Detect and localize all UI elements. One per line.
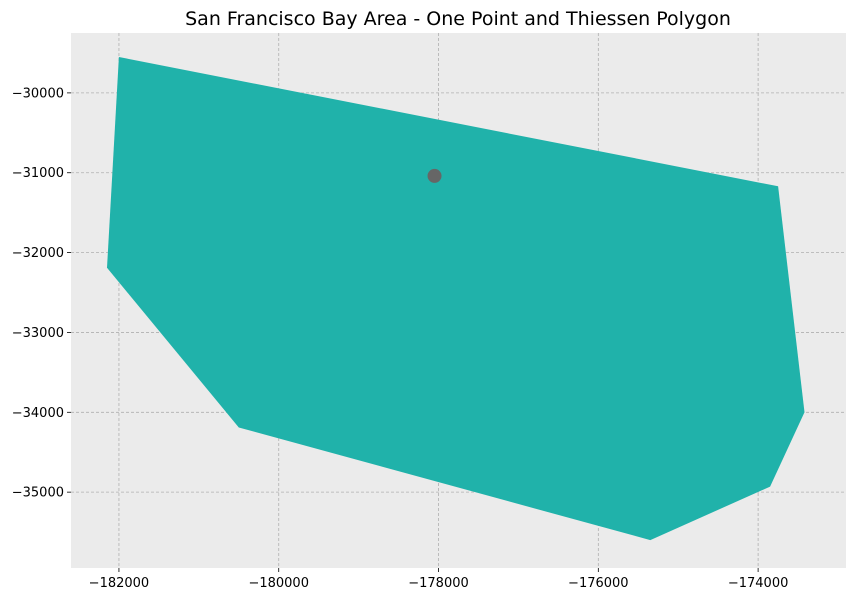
data-point (427, 168, 442, 183)
chart-title: San Francisco Bay Area - One Point and T… (185, 8, 731, 30)
x-tick-label: −176000 (568, 576, 629, 591)
x-tick-label: −178000 (408, 576, 469, 591)
x-tick-label: −180000 (248, 576, 309, 591)
x-tick-label: −182000 (89, 576, 150, 591)
y-tick-label: −31000 (12, 166, 64, 181)
x-tick-label: −174000 (728, 576, 789, 591)
data-layer (107, 57, 805, 541)
y-tick-label: −33000 (12, 326, 64, 341)
axes: −182000 −180000 −178000 −176000 −174000 −3000… (12, 86, 789, 591)
y-tick-label: −32000 (12, 246, 64, 261)
y-tick-label: −30000 (12, 86, 64, 101)
y-tick-label: −34000 (12, 406, 64, 421)
y-tick-label: −35000 (12, 486, 64, 501)
thiessen-polygon (107, 57, 805, 541)
